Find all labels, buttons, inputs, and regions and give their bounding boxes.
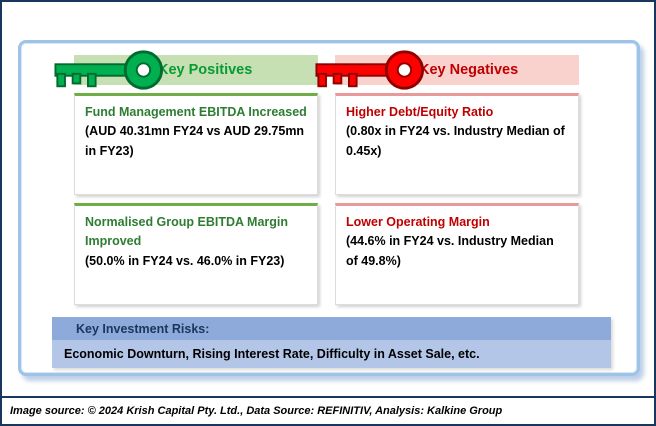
- red-key-icon: [311, 48, 429, 92]
- investment-risks-band: Key Investment Risks: Economic Downturn,…: [52, 317, 611, 368]
- negative-item-1-detail: (0.80x in FY24 vs. Industry Median of 0.…: [346, 124, 565, 158]
- risks-text: Economic Downturn, Rising Interest Rate,…: [52, 340, 611, 368]
- positive-item-2: Normalised Group EBITDA Margin Improved …: [74, 203, 318, 305]
- columns-container: Key Positives Fund Management EBITDA Inc…: [33, 50, 625, 305]
- positives-title: Key Positives: [158, 62, 253, 78]
- positives-column: Key Positives Fund Management EBITDA Inc…: [54, 50, 318, 305]
- positive-item-1: Fund Management EBITDA Increased (AUD 40…: [74, 93, 318, 195]
- negative-item-2-heading: Lower Operating Margin: [346, 215, 490, 229]
- negatives-column: Key Negatives Higher Debt/Equity Ratio (…: [315, 50, 579, 305]
- negatives-title: Key Negatives: [419, 62, 519, 78]
- source-attribution-text: Image source: © 2024 Krish Capital Pty. …: [10, 405, 503, 417]
- positives-header: Key Positives: [54, 50, 318, 90]
- positive-item-2-heading: Normalised Group EBITDA Margin Improved: [85, 215, 289, 249]
- summary-panel: Key Positives Fund Management EBITDA Inc…: [18, 40, 640, 376]
- negative-item-1-heading: Higher Debt/Equity Ratio: [346, 105, 494, 119]
- negative-item-1: Higher Debt/Equity Ratio (0.80x in FY24 …: [335, 93, 579, 195]
- green-key-icon: [50, 48, 168, 92]
- positive-item-1-heading: Fund Management EBITDA Increased: [85, 105, 307, 119]
- negatives-header: Key Negatives: [315, 50, 579, 90]
- positive-item-1-detail: (AUD 40.31mn FY24 vs AUD 29.75mn in FY23…: [85, 124, 305, 158]
- risks-title: Key Investment Risks:: [52, 317, 611, 340]
- negative-item-2-detail: (44.6% in FY24 vs. Industry Median of 49…: [346, 234, 554, 268]
- negative-item-2: Lower Operating Margin (44.6% in FY24 vs…: [335, 203, 579, 305]
- source-attribution: Image source: © 2024 Krish Capital Pty. …: [2, 396, 654, 424]
- positive-item-2-detail: (50.0% in FY24 vs. 46.0% in FY23): [85, 253, 285, 268]
